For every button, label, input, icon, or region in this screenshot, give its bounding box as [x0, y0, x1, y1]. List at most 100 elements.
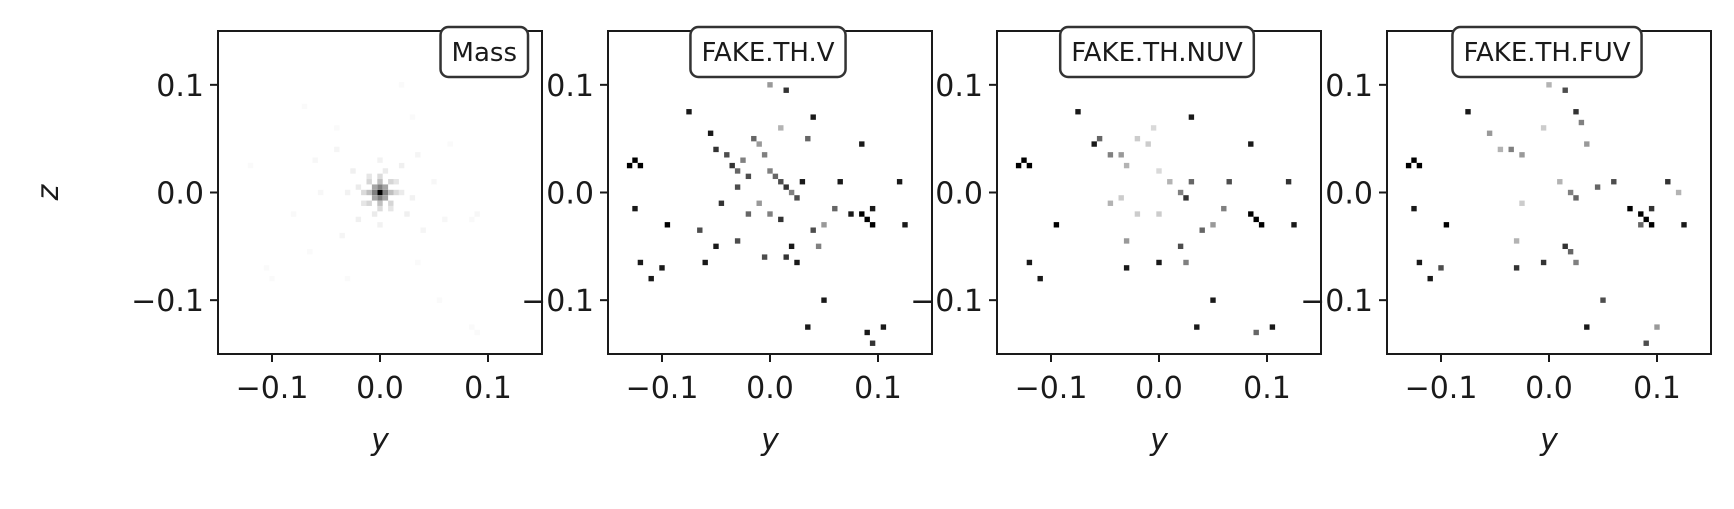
heatmap-cell [393, 179, 399, 185]
heatmap-cell [1508, 146, 1514, 153]
heatmap-cell [307, 249, 313, 255]
panel-2: −0.1 0.0 0.1 −0.1 0.0 0.1 y FAKE.TH.V [521, 25, 933, 458]
x-tick-label: −0.1 [1015, 371, 1088, 406]
heatmap-cell [1519, 152, 1525, 158]
heatmap-cell [1015, 162, 1022, 169]
heatmap-cell [377, 173, 383, 180]
heatmap-cell [409, 195, 416, 201]
heatmap-cell [821, 222, 827, 228]
heatmap-cell [1188, 179, 1195, 185]
heatmap-cell [474, 329, 480, 336]
y-tick-label: 0.0 [156, 177, 204, 212]
heatmap-cell [767, 211, 773, 217]
heatmap-cell [810, 227, 816, 233]
heatmap-cell [361, 200, 367, 206]
heatmap-cell [355, 184, 362, 190]
heatmap-cell [371, 189, 378, 196]
heatmap-cell [794, 195, 800, 201]
heatmap-cell [377, 189, 383, 196]
heatmap-cell [761, 152, 768, 158]
panel-title-box: FAKE.TH.V [689, 25, 847, 79]
heatmap-cell [626, 162, 633, 169]
heatmap-cell [1156, 259, 1162, 266]
title-box-frame [1451, 25, 1643, 79]
heatmap-cell [371, 195, 378, 201]
heatmap-cell [821, 297, 827, 303]
y-tick-label: −0.1 [1300, 284, 1373, 319]
heatmap-cell [388, 189, 394, 196]
heatmap-cell [1513, 265, 1520, 271]
heatmap-cell [366, 173, 372, 180]
heatmap-cell [344, 275, 351, 282]
heatmap-cell [767, 82, 773, 88]
heatmap-cell [648, 275, 654, 282]
x-tick-label: 0.0 [1525, 371, 1573, 406]
heatmap-cell [1562, 243, 1568, 250]
panel-1: −0.1 0.0 0.1 −0.1 0.0 0.1 y z Mass [31, 25, 543, 458]
heatmap-cell [632, 157, 638, 163]
heatmap-cell [431, 179, 437, 185]
heatmap-cell [350, 168, 356, 174]
panel-title: FAKE.TH.V [701, 38, 834, 68]
heatmap-cell [1665, 179, 1671, 185]
heatmap-cell [1594, 184, 1601, 190]
x-tick-label: 0.0 [356, 371, 404, 406]
heatmap-cell [334, 146, 340, 153]
heatmap-cells [1405, 82, 1687, 346]
heatmap-cell [799, 179, 806, 185]
heatmap-cell [761, 254, 768, 260]
heatmap-cell [637, 162, 644, 169]
heatmap-cell [837, 179, 843, 185]
heatmap-cell [1416, 259, 1423, 266]
heatmap-cell [1210, 222, 1216, 228]
heatmap-cell [1026, 259, 1033, 266]
heatmap-cell [1638, 211, 1644, 217]
heatmap-cell [1167, 179, 1173, 185]
heatmap-cell [805, 135, 811, 142]
heatmap-cell [1519, 200, 1525, 206]
heatmap-cell [1075, 109, 1081, 115]
x-tick-label: 0.1 [1633, 371, 1681, 406]
heatmap-cell [371, 211, 378, 217]
heatmap-cell [1210, 297, 1216, 303]
heatmap-cells [626, 82, 908, 346]
heatmap-cell [729, 162, 735, 169]
heatmap-cell [756, 141, 762, 147]
heatmap-cell [1285, 179, 1292, 185]
heatmap-cells [247, 82, 480, 336]
heatmap-cell [1021, 157, 1027, 163]
heatmap-cell [783, 254, 789, 260]
panel-title-box: Mass [439, 25, 530, 79]
heatmap-cell [415, 152, 421, 158]
heatmap-cell [686, 109, 692, 115]
heatmap-cell [664, 222, 671, 228]
x-tick-label: −0.1 [1405, 371, 1478, 406]
heatmap-cell [1557, 179, 1563, 185]
heatmap-cell [1578, 119, 1585, 126]
heatmap-cell [832, 205, 838, 212]
heatmap-cell [1107, 152, 1114, 158]
heatmap-cell [1540, 125, 1547, 131]
heatmap-cell [382, 168, 389, 174]
x-tick-label: 0.1 [1243, 371, 1291, 406]
heatmap-cell [1513, 238, 1520, 244]
heatmap-cell [707, 130, 714, 136]
heatmap-cell [436, 297, 443, 303]
heatmap-cell [697, 227, 703, 233]
heatmap-cell [783, 184, 789, 190]
heatmap-cell [312, 157, 318, 163]
heatmap-cell [1465, 109, 1471, 115]
title-box-frame [689, 25, 847, 79]
heatmap-cell [1107, 200, 1114, 206]
heatmap-cell [1643, 216, 1649, 223]
heatmap-cell [1573, 259, 1579, 266]
heatmap-cell [778, 216, 784, 223]
y-axis-label: z [31, 183, 66, 201]
heatmap-cell [1405, 162, 1412, 169]
heatmap-cell [1562, 87, 1568, 93]
heatmap-cell [1546, 82, 1552, 88]
heatmap-cell [1118, 195, 1124, 201]
heatmap-cell [902, 222, 908, 228]
heatmap-cell [1648, 205, 1655, 212]
heatmap-cell [1258, 222, 1265, 228]
